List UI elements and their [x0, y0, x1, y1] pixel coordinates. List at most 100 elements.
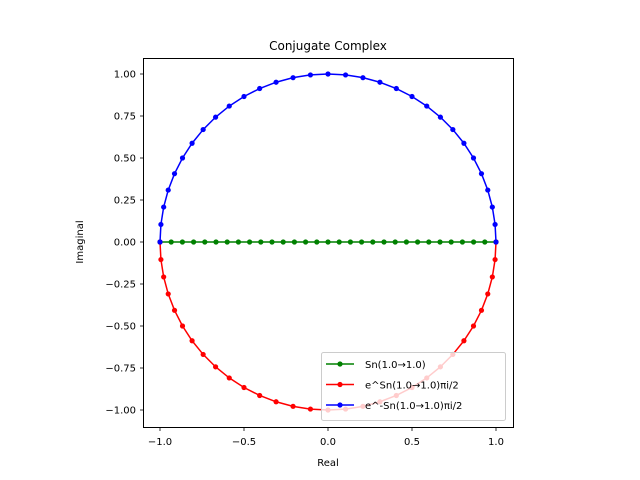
data-point [241, 93, 247, 100]
data-point [489, 204, 495, 210]
legend-entry: Sn(1.0→1.0) [326, 360, 426, 371]
legend-label: Sn(1.0→1.0) [365, 360, 426, 371]
data-point [370, 239, 376, 245]
data-point [200, 351, 206, 358]
x-tick-label: −0.5 [232, 437, 256, 448]
data-point [273, 79, 279, 85]
y-tick-label: 1.00 [114, 70, 136, 81]
x-axis: −1.0 −0.5 0.0 0.5 1.0 [148, 427, 504, 448]
data-point [171, 171, 178, 177]
data-point [191, 239, 197, 245]
data-point [392, 239, 398, 245]
legend-entry: e^-Sn(1.0→1.0)πi/2 [326, 401, 462, 412]
y-tick-label: 0.00 [114, 238, 136, 249]
data-point [347, 239, 353, 245]
data-point [212, 114, 219, 120]
y-axis: −1.00 −0.75 −0.50 −0.25 0.00 0.25 0.50 0.75 1.00 [105, 70, 144, 417]
data-point [342, 72, 349, 78]
data-point [403, 239, 409, 245]
data-point [241, 384, 247, 391]
data-point [325, 239, 331, 245]
data-point [470, 155, 477, 161]
data-point [257, 85, 263, 92]
legend-entry: e^Sn(1.0→1.0)πi/2 [326, 381, 459, 392]
data-point [492, 256, 498, 263]
data-point [165, 291, 171, 297]
legend: Sn(1.0→1.0) e^Sn(1.0→1.0)πi/2 e^-Sn(1.0→1.… [321, 352, 506, 421]
data-point [224, 239, 230, 245]
data-point [189, 338, 195, 344]
data-point [212, 364, 219, 370]
data-point [179, 323, 186, 329]
data-point [213, 239, 219, 245]
data-point [450, 126, 456, 133]
data-point [478, 171, 485, 177]
data-point [409, 93, 415, 100]
legend-label: e^-Sn(1.0→1.0)πi/2 [365, 401, 462, 412]
data-point [247, 239, 253, 245]
data-point [235, 239, 241, 245]
data-point [157, 239, 163, 245]
data-point [290, 403, 296, 409]
data-point [415, 239, 421, 245]
data-point [377, 79, 383, 85]
data-point [307, 406, 314, 412]
data-point [336, 239, 342, 245]
y-tick-label: −0.50 [105, 322, 136, 333]
data-point [161, 274, 167, 280]
data-point [485, 291, 491, 297]
x-tick-label: 0.5 [404, 437, 420, 448]
data-point [459, 239, 465, 245]
data-point [171, 307, 178, 313]
data-point [485, 187, 491, 193]
data-point [200, 126, 206, 133]
axes-frame [143, 58, 514, 428]
data-point [307, 72, 314, 78]
data-point [165, 187, 171, 193]
data-point [269, 239, 275, 245]
data-point [161, 204, 167, 210]
data-point [226, 103, 232, 109]
data-point [461, 338, 467, 344]
y-axis-label: Imaginal [75, 220, 86, 263]
x-tick-label: 1.0 [488, 437, 504, 448]
data-point [470, 323, 477, 329]
data-point [482, 239, 488, 245]
legend-label: e^Sn(1.0→1.0)πi/2 [365, 381, 459, 392]
data-point [314, 239, 320, 245]
data-point [291, 239, 297, 245]
y-tick-label: 0.25 [114, 196, 136, 207]
data-point [437, 239, 443, 245]
data-point [448, 239, 454, 245]
data-point [168, 239, 174, 245]
data-point [325, 71, 331, 77]
data-point [426, 239, 432, 245]
data-point [393, 85, 399, 92]
data-point [471, 239, 477, 245]
data-point [381, 239, 387, 245]
y-tick-label: −0.25 [105, 280, 136, 291]
data-point [179, 155, 186, 161]
data-point [226, 375, 232, 381]
data-point [202, 239, 208, 245]
x-tick-label: 0.0 [320, 437, 336, 448]
data-point [258, 239, 264, 245]
data-point [493, 239, 499, 245]
data-point [158, 256, 164, 263]
data-point [158, 221, 164, 228]
series-sn [157, 239, 499, 245]
y-tick-label: 0.50 [114, 154, 136, 165]
y-tick-label: −1.00 [105, 406, 136, 417]
plot-area [157, 71, 499, 413]
data-point [257, 392, 263, 399]
data-point [273, 399, 279, 405]
data-point [437, 114, 444, 120]
chart-title: Conjugate Complex [269, 39, 387, 53]
x-axis-label: Real [317, 458, 339, 469]
data-point [489, 274, 495, 280]
data-point [303, 239, 309, 245]
data-point [492, 221, 498, 228]
data-point [478, 307, 485, 313]
series-exp-neg [157, 71, 499, 245]
data-point [359, 239, 365, 245]
